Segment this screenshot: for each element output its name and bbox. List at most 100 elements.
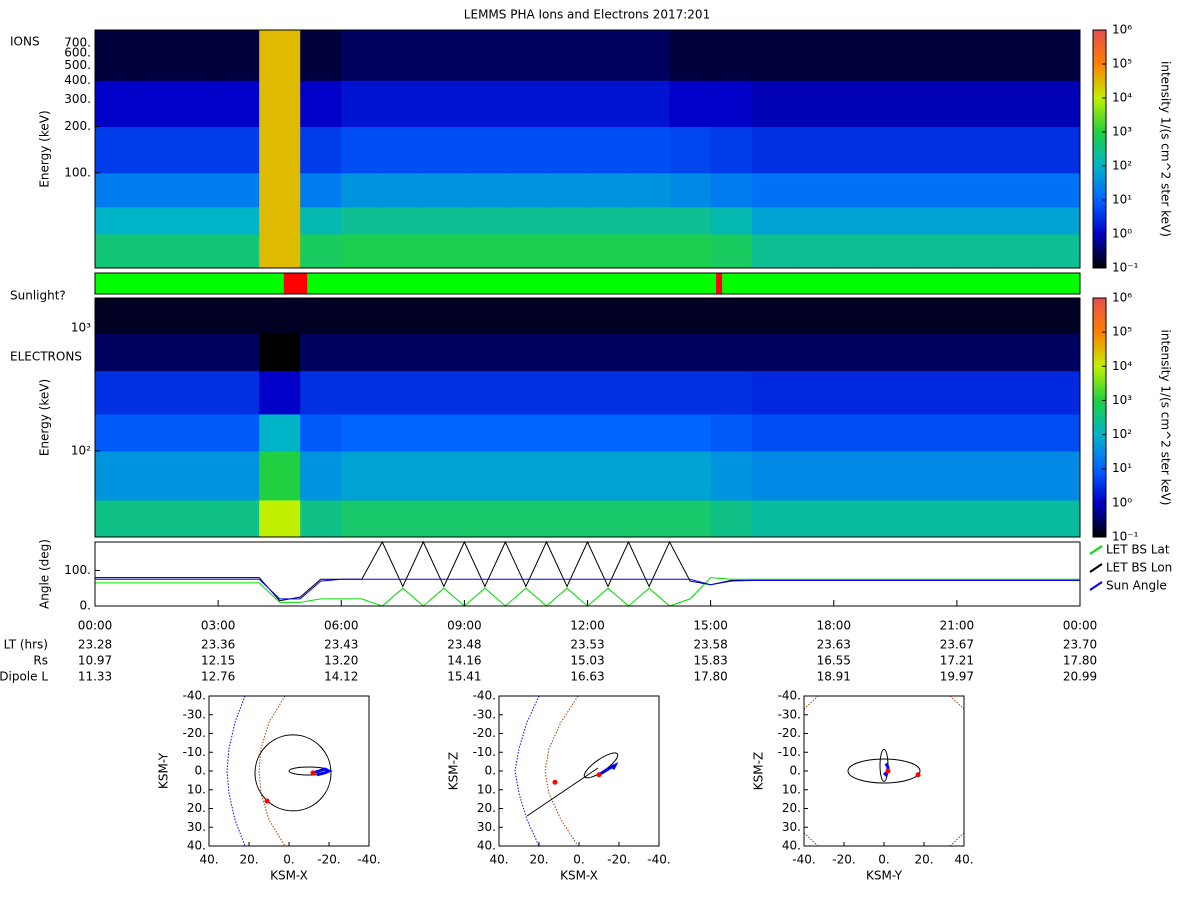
spectrogram-cell — [95, 499, 137, 538]
spectrogram-cell — [997, 499, 1040, 538]
spectrogram-cell — [546, 172, 588, 208]
spectrogram-cell — [833, 80, 876, 128]
spectrogram-cell — [751, 233, 794, 269]
spectrogram-cell — [956, 126, 999, 174]
spectrogram-cell — [218, 413, 260, 452]
y-tick-label: 40. — [477, 839, 496, 853]
spectrogram-cell — [136, 80, 178, 128]
spectrogram-cell — [669, 80, 712, 128]
spectrogram-cell — [710, 172, 753, 208]
spectrogram-cell — [792, 30, 835, 81]
spectrogram-cell — [1038, 172, 1081, 208]
y-axis-label: KSM-Y — [157, 752, 171, 789]
legend-label: LET BS Lon — [1106, 561, 1172, 575]
y-tick-label: 40. — [187, 839, 206, 853]
x-tick-label: 00:00 — [1063, 619, 1098, 633]
y-tick-label: 10³ — [71, 320, 91, 334]
y-tick-label: 300. — [64, 92, 91, 106]
spectrogram-cell — [505, 499, 547, 538]
ephemeris-value: 13.20 — [324, 654, 358, 668]
spectrogram-cell — [587, 206, 630, 235]
spectrogram-cell — [956, 333, 999, 372]
spectrogram-cell — [505, 333, 547, 372]
spectrogram-cell — [341, 172, 383, 208]
position-marker — [264, 798, 270, 804]
spectrogram-cell — [751, 499, 794, 538]
spectrogram-cell — [833, 30, 876, 81]
spectrogram-cell — [915, 206, 958, 235]
spectrogram-cell — [505, 80, 547, 128]
colorbar-tick-label: 10⁻¹ — [1112, 261, 1139, 275]
y-tick-label: 10. — [187, 782, 206, 796]
spectrogram-cell — [628, 499, 671, 538]
spectrogram-cell — [587, 298, 630, 335]
ephemeris-value: 23.43 — [324, 638, 358, 652]
spectrogram-cell — [136, 298, 178, 335]
legend-swatch — [1089, 563, 1103, 573]
ephemeris-value: 16.55 — [817, 654, 851, 668]
spectrogram-cell — [874, 333, 917, 372]
spectrogram-cell — [628, 413, 671, 452]
spectrogram-cell — [382, 30, 424, 81]
spectrogram-cell — [628, 298, 671, 335]
spectrogram-cell — [997, 30, 1040, 81]
spectrogram-cell — [218, 172, 260, 208]
y-tick-label: -30. — [183, 707, 206, 721]
spectrogram-cell — [1038, 30, 1081, 81]
spectrogram-cell — [300, 30, 342, 81]
spectrogram-cell — [505, 413, 547, 452]
spectrogram-cell — [95, 233, 137, 269]
spectrogram-cell — [1038, 298, 1081, 335]
spectrogram-cell — [177, 499, 219, 538]
spectrogram-cell — [300, 233, 342, 269]
spectrogram-cell — [341, 413, 383, 452]
spectrogram-cell — [95, 370, 137, 415]
y-tick-label: -20. — [778, 726, 801, 740]
y-axis-label: Angle (deg) — [38, 539, 52, 609]
spectrogram-cell — [546, 450, 588, 501]
y-axis-label: Energy (keV) — [38, 110, 52, 187]
spectrogram-cell — [341, 370, 383, 415]
y-tick-label: 500. — [64, 58, 91, 72]
spectrogram-cell — [382, 206, 424, 235]
spectrogram-cell — [751, 370, 794, 415]
x-tick-label: 06:00 — [324, 619, 359, 633]
spectrogram-cell — [710, 126, 753, 174]
spectrogram-cell — [341, 126, 383, 174]
sunlight-interval — [715, 273, 723, 294]
spectrogram-cell — [751, 298, 794, 335]
x-tick-label: 20. — [914, 853, 933, 867]
spectrogram-cell — [997, 172, 1040, 208]
plot-frame — [94, 297, 1081, 538]
spectrogram-cell — [136, 30, 178, 81]
ephemeris-value: 23.48 — [447, 638, 481, 652]
spectrogram-cell — [874, 298, 917, 335]
ephemeris-value: 15.03 — [570, 654, 604, 668]
boundary-curve — [804, 832, 819, 846]
plot-frame — [498, 695, 660, 847]
y-tick-label: 0. — [195, 764, 206, 778]
spectrogram-cell — [751, 413, 794, 452]
spectrogram-cell — [341, 450, 383, 501]
ephemeris-value: 15.83 — [693, 654, 727, 668]
spectrogram-cell — [956, 172, 999, 208]
spectrogram-cell — [423, 370, 465, 415]
spectrogram-cell — [382, 172, 424, 208]
x-tick-label: 40. — [199, 853, 218, 867]
spectrogram-cell — [1038, 233, 1081, 269]
spectrogram-cell — [915, 450, 958, 501]
orbit-ellipse — [254, 734, 332, 812]
spectrogram-cell — [669, 233, 712, 269]
y-tick-label: 40. — [782, 839, 801, 853]
ephemeris-label: LT (hrs) — [4, 638, 48, 652]
spectrogram-cell — [669, 499, 712, 538]
spectrogram-cell — [587, 450, 630, 501]
spectrogram-cell — [95, 298, 137, 335]
spectrogram-cell — [300, 126, 342, 174]
timeline-background — [95, 273, 1080, 294]
y-tick-label: 20. — [782, 801, 801, 815]
y-axis-label: Energy (keV) — [38, 379, 52, 456]
spectrogram-cell — [874, 233, 917, 269]
x-tick-label: 18:00 — [816, 619, 851, 633]
spectrogram-cell — [300, 80, 342, 128]
